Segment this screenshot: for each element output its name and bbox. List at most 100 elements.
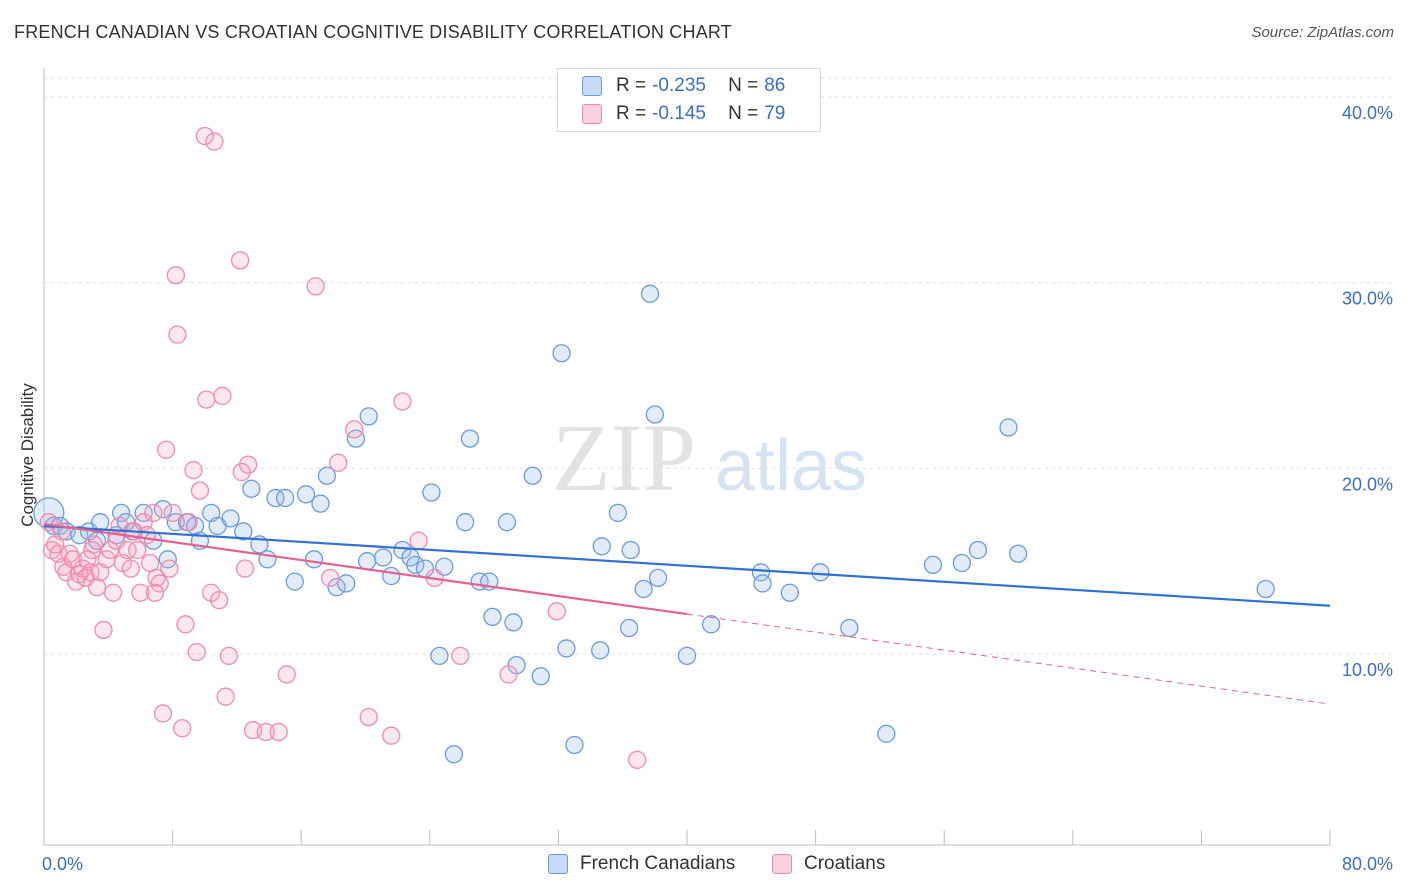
point-french-canadian [1008,544,1028,563]
bottom-legend-swatch-blue [548,854,568,874]
point-croatian [382,726,401,745]
point-croatian [239,455,258,474]
point-french-canadian [285,572,304,591]
point-french-canadian [304,550,324,569]
point-french-canadian [221,509,240,528]
x-tick-label-min: 0.0% [42,854,83,874]
point-french-canadian [621,540,640,560]
point-french-canadian [780,583,800,602]
point-french-canadian [266,488,285,508]
point-croatian [232,462,251,482]
legend-swatch-pink [582,104,602,124]
point-croatian [197,390,216,409]
watermark-zip: ZIP [552,404,696,511]
point-french-canadian [422,483,441,502]
point-croatian [409,531,428,550]
point-french-canadian [430,646,449,666]
legend-n-label: N = [728,75,759,96]
point-french-canadian [608,503,628,523]
point-croatian [83,540,102,560]
trend-lines [43,522,1331,705]
point-french-canadian [357,552,377,571]
point-french-canadian [645,405,664,424]
point-french-canadian [531,667,550,686]
point-french-canadian [877,724,896,743]
point-french-canadian [753,574,772,593]
point-french-canadian [406,555,425,575]
point-french-canadian [565,735,584,755]
point-croatian [137,526,157,545]
point-croatian [230,251,250,270]
bottom-legend-label: Croatians [804,853,886,874]
legend-r-label: R = [616,75,647,96]
point-croatian [306,277,325,296]
point-french-canadian [91,513,110,532]
point-french-canadian [317,466,337,485]
x-tick-label-max: 80.0% [1342,854,1393,874]
source-credit: Source: ZipAtlas.com [1251,24,1394,41]
y-tick-labels: 10.0% 20.0% 30.0% 40.0% [1342,103,1393,680]
point-croatian [160,559,179,578]
x-tick-labels: 0.0% 80.0% [42,854,1393,874]
point-croatian [329,453,348,472]
point-french-canadian [158,550,177,569]
point-croatian [150,574,169,593]
point-croatian [219,646,239,666]
point-croatian [145,583,165,602]
point-french-canadian [327,578,346,597]
point-croatian [100,540,120,560]
legend-row-croatians: R = -0.145 N = 79 [582,101,785,127]
point-croatian [216,687,235,706]
point-croatian [205,132,224,151]
point-french-canadian [557,639,576,658]
legend-r-label: R = [616,103,647,124]
point-croatian [144,503,163,523]
point-croatian [277,665,296,684]
point-croatian [628,750,647,769]
point-croatian [547,602,566,621]
point-french-canadian [258,550,277,569]
legend-n-value: 86 [764,75,786,96]
bottom-legend-label: French Canadians [580,853,736,874]
point-french-canadian [923,555,943,575]
bottom-legend-french-canadians: French Canadians [548,852,735,876]
point-croatian [393,392,412,411]
point-french-canadian [134,503,153,523]
point-french-canadian [444,745,464,764]
point-french-canadian [840,618,859,638]
point-french-canadian [523,466,542,485]
y-tick-label: 40.0% [1342,103,1393,123]
point-croatian [147,568,166,588]
point-french-canadian [483,607,502,627]
point-french-canadian [70,526,89,545]
point-french-canadian [359,407,378,426]
point-croatian [451,646,470,666]
point-croatian [157,440,176,459]
point-croatian [87,578,107,597]
legend-r-value: -0.235 [652,75,706,96]
point-croatian [184,461,203,480]
point-croatian [118,540,137,560]
bottom-legend-croatians: Croatians [772,852,885,876]
point-french-canadian [497,513,517,532]
point-croatian [173,719,192,738]
point-croatian [320,568,340,588]
point-croatian [499,665,518,684]
point-french-canadian [242,479,261,498]
point-croatian [176,615,195,634]
bottom-legend-swatch-pink [772,854,792,874]
point-french-canadian [374,548,393,567]
point-croatian [187,642,206,662]
trend-line-french-canadians [43,524,1331,607]
point-french-canadian [619,618,639,638]
point-croatian [103,583,123,602]
point-croatian [128,540,147,560]
y-tick-label: 30.0% [1342,289,1393,309]
point-french-canadian [640,284,660,303]
point-croatian [213,386,232,406]
point-french-canadian [968,540,988,560]
legend-swatch-blue [582,76,602,96]
point-french-canadian [504,613,523,632]
point-croatian [60,544,79,563]
point-french-canadian [648,568,668,588]
